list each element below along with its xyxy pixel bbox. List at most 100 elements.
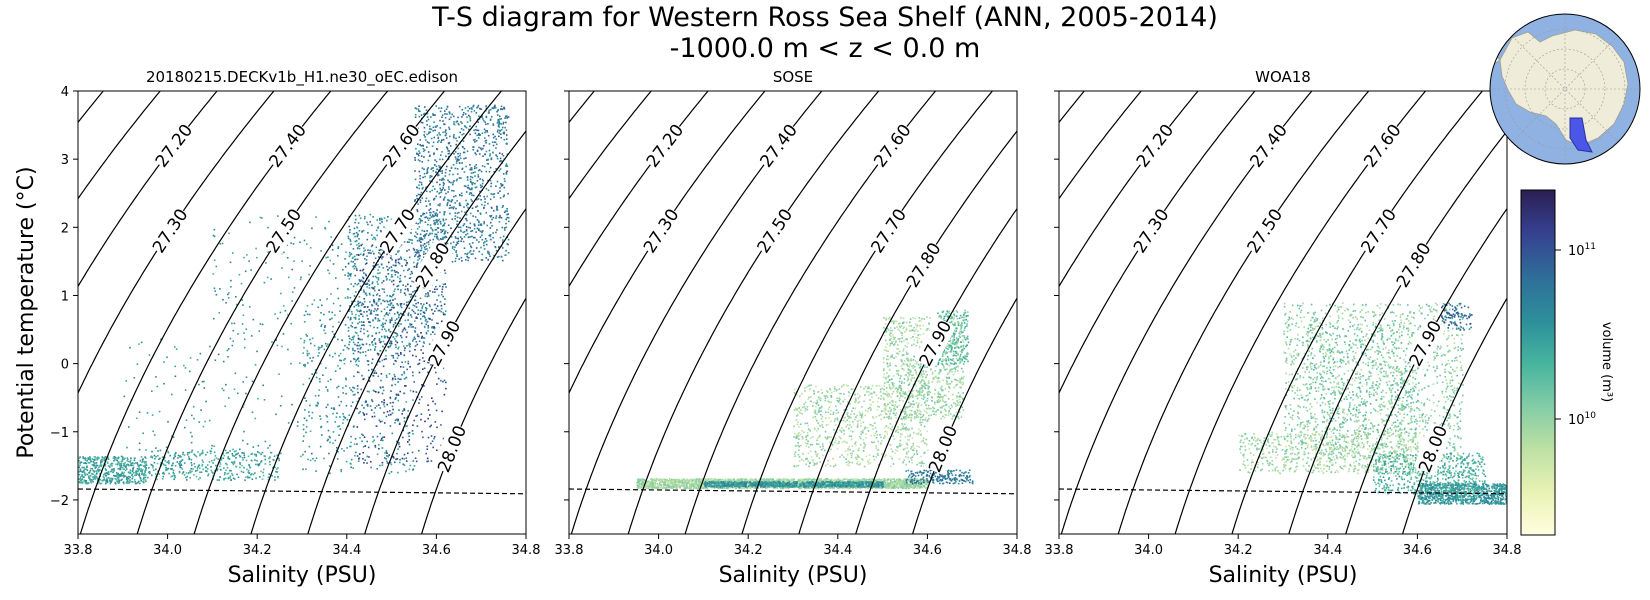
scatter-point [248,260,250,262]
scatter-point [439,187,441,190]
scatter-point [257,451,259,453]
scatter-point [190,458,193,461]
scatter-point [268,461,271,463]
scatter-point [116,457,118,459]
scatter-point [498,255,500,258]
scatter-point [111,477,114,480]
isopycnal-line [307,130,526,534]
scatter-point [407,441,409,443]
scatter-point [105,481,107,484]
scatter-point [346,419,349,421]
scatter-point [374,317,377,319]
scatter-point [499,118,501,120]
scatter-point [355,231,358,234]
scatter-point [220,459,223,461]
scatter-point [136,467,139,470]
scatter-point [466,116,468,118]
scatter-point [505,115,508,117]
scatter-point [490,215,492,218]
scatter-point [496,114,499,116]
scatter-point [339,416,341,418]
scatter-point [477,121,479,123]
scatter-point [304,397,306,399]
scatter-point [140,477,142,480]
scatter-point [212,273,215,275]
scatter-point [487,134,490,137]
scatter-point [373,411,376,414]
scatter-point [360,321,363,323]
scatter-point [412,399,414,401]
scatter-point [357,337,360,340]
scatter-point [395,440,398,443]
scatter-point [430,333,432,336]
scatter-point [158,473,160,475]
scatter-point [275,468,278,470]
scatter-point [379,217,381,220]
scatter-point [179,462,182,464]
scatter-point [484,153,486,155]
scatter-point [391,384,393,387]
scatter-point [423,251,425,253]
scatter-point [354,265,357,268]
scatter-point [84,457,87,459]
scatter-point [137,465,140,467]
scatter-point [244,270,247,273]
scatter-point [411,295,414,297]
isopycnal-line [78,91,275,395]
scatter-point [362,229,365,232]
scatter-point [391,378,394,381]
scatter-point [330,293,332,295]
scatter-point [114,481,117,484]
scatter-point [479,236,482,238]
scatter-point [419,199,422,201]
scatter-point [86,466,88,469]
scatter-point [348,341,351,343]
scatter-point [458,177,461,179]
scatter-point [457,226,460,228]
scatter-point [439,110,442,113]
scatter-point [423,385,425,387]
scatter-point [380,310,383,313]
scatter-point [237,476,240,479]
scatter-point [202,468,204,471]
scatter-point [363,414,365,416]
scatter-point [374,348,376,350]
scatter-point [256,463,259,466]
scatter-point [433,121,435,123]
scatter-point [348,343,350,346]
scatter-point [354,343,356,346]
scatter-point [405,460,408,462]
scatter-point [242,304,244,306]
scatter-point [350,458,353,461]
scatter-point [185,472,188,474]
scatter-point [353,358,356,361]
scatter-point [455,257,457,260]
scatter-point [237,392,239,395]
scatter-point [883,484,886,486]
scatter-point [439,165,442,168]
scatter-point [375,294,378,296]
scatter-point [400,336,403,339]
scatter-point [438,218,441,221]
scatter-point [87,461,90,464]
scatter-point [78,457,81,460]
scatter-point [403,292,406,294]
scatter-point [416,286,418,289]
scatter-point [440,231,442,234]
scatter-point [405,264,407,267]
scatter-point [487,179,489,182]
scatter-point [496,180,499,183]
scatter-point [402,463,405,465]
scatter-point [416,317,419,319]
scatter-point [371,400,374,403]
scatter-point [471,176,474,179]
scatter-point [442,219,445,222]
scatter-point [448,111,451,114]
scatter-point [252,446,255,448]
isopycnal-line [136,91,389,534]
scatter-point [423,325,426,328]
scatter-point [404,329,407,331]
scatter-point [435,105,437,107]
scatter-point [426,124,428,126]
scatter-point [354,274,356,277]
